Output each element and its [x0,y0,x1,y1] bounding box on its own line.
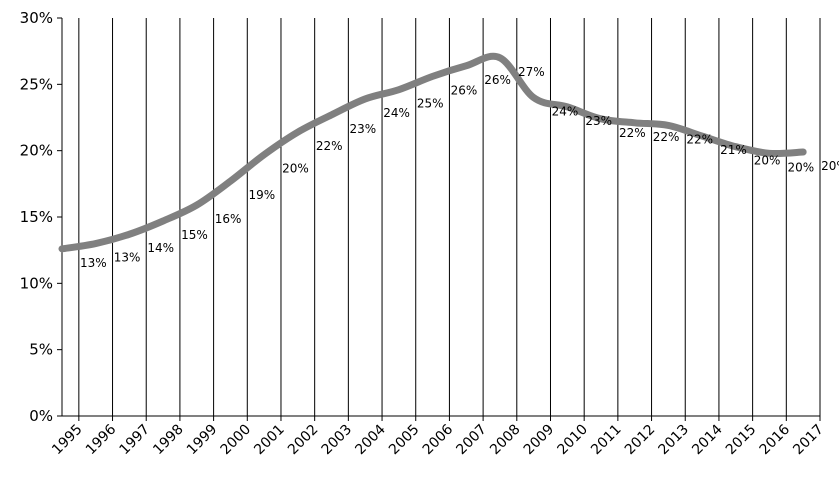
data-label: 24% [383,106,410,120]
data-label: 20% [754,154,781,168]
data-label: 16% [215,212,242,226]
y-tick-label: 25% [20,75,53,93]
data-label: 23% [585,114,612,128]
y-tick-label: 5% [29,341,53,359]
data-label: 26% [484,73,511,87]
y-tick-label: 10% [20,274,53,292]
data-label: 22% [686,132,713,146]
data-label: 26% [451,83,478,97]
data-label: 25% [417,97,444,111]
data-label: 22% [653,130,680,144]
data-label: 22% [316,139,343,153]
data-label: 14% [147,241,174,255]
data-label: 13% [114,251,141,265]
y-axis-ticks: 0% 5% 10% 15% 20% 25% 30% [20,9,62,425]
data-labels-group: 13% 13% 14% 15% 16% 19% 20% 22% 23% 24% 25% 26% 26% 2… [80,65,839,270]
y-tick-label: 30% [20,9,53,27]
y-tick-label: 15% [20,208,53,226]
data-label: 20% [282,162,309,176]
data-label: 22% [619,126,646,140]
data-label: 24% [552,105,579,119]
y-tick-label: 0% [29,407,53,425]
y-tick-label: 20% [20,142,53,160]
data-label: 20% [821,159,839,173]
series-group [58,52,807,253]
data-label: 20% [787,160,814,174]
data-label: 27% [518,65,545,79]
data-label: 19% [248,188,275,202]
data-label: 15% [181,228,208,242]
data-label: 23% [350,122,377,136]
data-label: 13% [80,256,107,270]
data-label: 21% [720,143,747,157]
